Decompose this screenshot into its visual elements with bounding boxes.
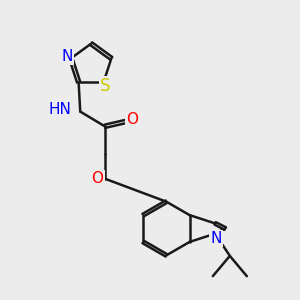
Text: N: N: [210, 231, 221, 246]
Text: O: O: [92, 171, 104, 186]
Text: S: S: [100, 77, 110, 95]
Text: HN: HN: [48, 103, 71, 118]
Text: N: N: [61, 49, 73, 64]
Text: O: O: [127, 112, 139, 127]
